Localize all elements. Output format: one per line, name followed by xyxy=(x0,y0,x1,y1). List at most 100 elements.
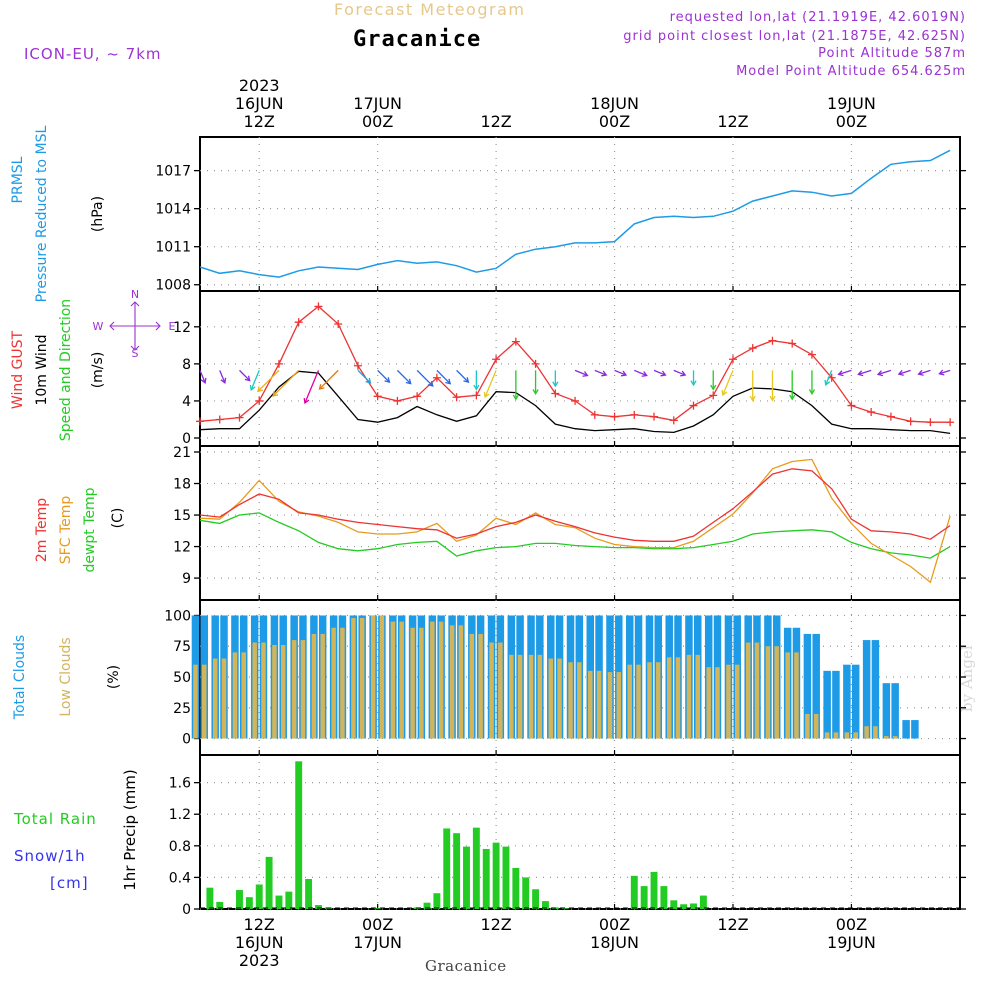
rain-bar xyxy=(245,897,253,909)
ytick-label-precip: 0 xyxy=(182,902,191,918)
wind-arrow-shaft xyxy=(319,369,339,390)
total-cloud-bar xyxy=(832,670,840,739)
wind-arrow-shaft xyxy=(199,370,206,384)
wind-speed-direction-label: Speed and Direction xyxy=(58,299,74,441)
wind-arrow-shaft xyxy=(614,369,627,376)
compass-west: W xyxy=(93,320,104,333)
wind-direction-arrow xyxy=(303,370,320,405)
ytick-label-wind: 8 xyxy=(182,357,191,373)
wind-arrow-head xyxy=(620,370,628,377)
wind-direction-arrow xyxy=(512,370,519,401)
wind-direction-arrow xyxy=(789,370,796,401)
low-cloud-bar xyxy=(399,621,404,739)
top-date-label: 16JUN xyxy=(235,94,284,113)
ytick-label-pressure: 1011 xyxy=(155,240,191,256)
gust-marker xyxy=(472,391,481,400)
wind-direction-arrow xyxy=(614,369,628,377)
total-cloud-bar xyxy=(891,683,899,739)
bottom-date-label: 18JUN xyxy=(590,933,639,952)
low-cloud-bar xyxy=(833,732,839,739)
low-cloud-bar xyxy=(320,633,325,739)
gust-marker xyxy=(689,401,698,410)
gust-marker xyxy=(709,391,718,400)
wind-arrow-head xyxy=(473,384,480,391)
bottom-date-label: 19JUN xyxy=(827,933,876,952)
top-date-label: 18JUN xyxy=(590,94,639,113)
gust-marker xyxy=(353,361,362,370)
low-cloud-bar xyxy=(588,670,593,739)
temp-unit: (C) xyxy=(110,508,126,529)
wind-direction-arrow xyxy=(710,370,717,391)
wind-arrow-shaft xyxy=(673,369,686,376)
gust-marker xyxy=(847,401,856,410)
gust-marker xyxy=(531,359,540,368)
wind-arrow-shaft xyxy=(838,369,852,376)
gust-label: Wind GUST xyxy=(10,330,26,409)
wind-direction-arrow xyxy=(634,369,648,377)
low-cloud-bar xyxy=(212,658,218,739)
wind-direction-arrow xyxy=(257,369,280,393)
gust-marker xyxy=(630,410,639,419)
wind-arrow-head xyxy=(749,395,756,402)
low-cloud-bar xyxy=(300,640,306,739)
gust-marker xyxy=(886,412,895,421)
low-cloud-bar xyxy=(873,726,878,739)
wind-direction-arrow xyxy=(272,369,300,397)
rain-bar xyxy=(512,867,520,909)
wind-arrow-head xyxy=(660,370,667,377)
wind-direction-arrow xyxy=(456,369,470,384)
wind-arrow-shaft xyxy=(250,370,260,391)
wind-direction-arrow xyxy=(653,369,667,377)
total-clouds-label: Total Clouds xyxy=(12,635,28,720)
wind-arrow-head xyxy=(824,379,831,386)
compass-east: E xyxy=(169,320,176,333)
rain-bar xyxy=(472,827,480,909)
rain-bar xyxy=(433,893,441,909)
wind-arrow-head xyxy=(463,377,470,384)
gust-marker xyxy=(906,417,915,426)
gust-marker xyxy=(215,415,224,424)
wind-arrow-shaft xyxy=(574,369,588,377)
low-cloud-bar xyxy=(498,642,503,739)
wind-arrow-head xyxy=(690,380,697,387)
gust-marker xyxy=(294,318,303,327)
wind-arrow-shaft xyxy=(304,370,320,404)
low-cloud-bar xyxy=(695,654,700,739)
wind-arrow-head xyxy=(641,371,648,377)
pressure-unit: (hPa) xyxy=(90,196,106,232)
wind-direction-arrow xyxy=(837,369,852,377)
low-cloud-bar xyxy=(390,621,396,739)
wind-direction-arrow xyxy=(416,369,434,387)
wind-arrow-head xyxy=(249,384,256,392)
gust-marker xyxy=(768,336,777,345)
wind-arrow-head xyxy=(837,370,844,377)
top-time-label: 00Z xyxy=(362,112,393,131)
snow-label: Snow/1h xyxy=(14,847,86,865)
ytick-label-precip: 0.4 xyxy=(169,870,191,886)
panel-frame-temperature xyxy=(199,445,961,601)
rain-bar xyxy=(561,908,569,909)
low-cloud-bar xyxy=(340,627,345,739)
wind-arrow-shaft xyxy=(594,369,607,376)
top-time-label: 00Z xyxy=(836,112,867,131)
rain-bar xyxy=(443,828,451,909)
low-cloud-bar xyxy=(449,625,455,739)
point-altitude: Point Altitude 587m xyxy=(818,46,966,61)
panel-frame-precip xyxy=(199,754,961,910)
gust-marker xyxy=(650,412,659,421)
rain-bar xyxy=(532,889,540,909)
total-rain-label: Total Rain xyxy=(13,810,97,828)
wind-arrow-shaft xyxy=(436,369,451,385)
top-year-label: 2023 xyxy=(239,76,280,95)
wind-direction-arrow xyxy=(436,369,452,385)
wind-direction-arrow xyxy=(808,370,816,396)
low-cloud-bar xyxy=(892,736,898,739)
gust-marker xyxy=(867,408,876,417)
rain-bar xyxy=(482,848,490,909)
total-cloud-bar xyxy=(812,633,820,739)
low-cloud-bar xyxy=(577,662,582,739)
wind-direction-arrow xyxy=(377,369,391,384)
low-cloud-bar xyxy=(726,664,731,739)
low-cloud-bar xyxy=(754,642,760,739)
rain-bar xyxy=(453,833,461,909)
